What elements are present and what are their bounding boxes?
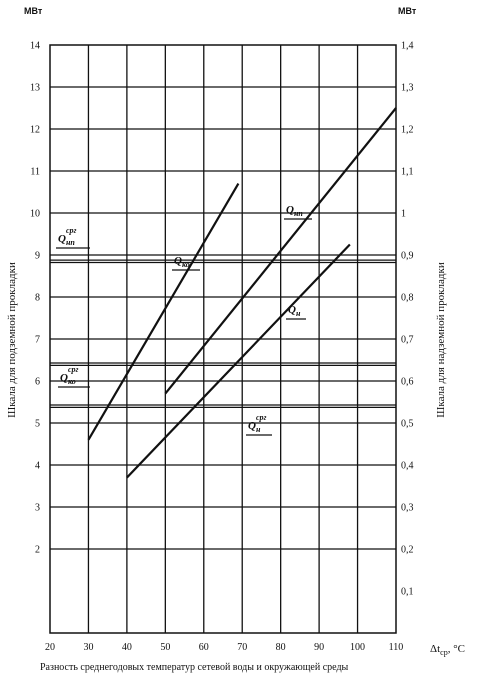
right-tick-label: 0,8 — [401, 293, 414, 304]
x-tick-label: 110 — [389, 642, 404, 653]
x-axis-symbol: Δtср, °С — [430, 643, 465, 657]
annotation-series-np-text: Qнп — [286, 204, 303, 218]
annotation-series-ko-text: Qко — [174, 255, 190, 269]
annotation-ref-ko-text: Qко — [60, 372, 76, 386]
annotation-series-np-letter: Q — [286, 204, 294, 216]
right-tick-label: 0,4 — [401, 461, 414, 472]
right-axis-unit: МВт — [398, 6, 417, 16]
left-tick-label: 7 — [35, 335, 40, 346]
right-tick-label: 0,9 — [401, 251, 414, 262]
right-tick-label: 0,2 — [401, 545, 414, 556]
left-tick-label: 5 — [35, 419, 40, 430]
right-tick-label: 1 — [401, 209, 406, 220]
x-axis-symbol-unit: , °С — [448, 643, 465, 655]
left-axis-label: Шкала для подземной прокладки — [6, 262, 18, 418]
annotation-ref-n-sub: н — [256, 425, 261, 434]
annotation-series-n-letter: Q — [288, 304, 296, 316]
annotation-series-ko: Qко — [172, 255, 200, 271]
x-tick-label: 70 — [237, 642, 247, 653]
annotation-ref-n-text: Qн — [248, 420, 261, 434]
left-tick-label: 9 — [35, 251, 40, 262]
right-tick-label: 0,3 — [401, 503, 414, 514]
x-tick-label: 60 — [199, 642, 209, 653]
annotation-ref-ko-sup: срг — [68, 365, 79, 374]
right-tick-label: 0,6 — [401, 377, 414, 388]
series-lines — [87, 107, 397, 479]
left-tick-label: 6 — [35, 377, 40, 388]
x-tick-label: 90 — [314, 642, 324, 653]
x-axis-symbol-main: Δt — [430, 643, 440, 655]
x-tick-label: 20 — [45, 642, 55, 653]
left-tick-label: 8 — [35, 293, 40, 304]
left-tick-label: 11 — [30, 167, 40, 178]
left-tick-label: 3 — [35, 503, 40, 514]
annotation-series-ko-letter: Q — [174, 255, 182, 267]
right-tick-label: 1,1 — [401, 167, 414, 178]
annotation-series-n: Qн — [286, 304, 306, 320]
right-axis-ticks: 0,1 0,2 0,3 0,4 0,5 0,6 0,7 0,8 0,9 1 1,1 1,2 1,3 1,4 — [401, 41, 414, 598]
annotation-ref-n-letter: Q — [248, 420, 256, 432]
x-tick-label: 40 — [122, 642, 132, 653]
left-tick-label: 14 — [30, 41, 40, 52]
left-tick-label: 4 — [35, 461, 40, 472]
annotation-series-np: Qнп — [284, 204, 312, 220]
right-tick-label: 0,1 — [401, 587, 414, 598]
annotation-ref-ko-sub: ко — [68, 377, 76, 386]
left-axis-ticks: 2 3 4 5 6 7 8 9 10 11 12 13 14 — [30, 41, 40, 556]
annotation-series-ko-sub: ко — [182, 260, 190, 269]
annotation-series-n-text: Qн — [288, 304, 301, 318]
series-line-ко — [87, 183, 240, 441]
right-axis-label: Шкала для надземной прокладки — [435, 262, 447, 418]
left-tick-label: 13 — [30, 83, 40, 94]
annotation-ref-np-sup: срг — [66, 226, 77, 235]
left-tick-label: 12 — [30, 125, 40, 136]
left-tick-label: 2 — [35, 545, 40, 556]
annotation-series-n-sub: н — [296, 309, 301, 318]
right-tick-label: 0,5 — [401, 419, 414, 430]
right-tick-label: 0,7 — [401, 335, 414, 346]
series-line-н — [126, 243, 351, 479]
x-tick-label: 30 — [83, 642, 93, 653]
right-tick-label: 1,4 — [401, 41, 414, 52]
x-tick-label: 80 — [276, 642, 286, 653]
left-axis-unit: МВт — [24, 6, 43, 16]
annotation-ref-n-sup: срг — [256, 413, 267, 422]
annotation-ref-np-sub: нп — [66, 238, 75, 247]
x-axis-label: Разность среднегодовых температур сетево… — [40, 662, 349, 673]
annotation-series-np-sub: нп — [294, 209, 303, 218]
annotation-ref-np-text: Qнп — [58, 233, 75, 247]
gridlines — [50, 45, 396, 633]
annotation-ref-np-letter: Q — [58, 233, 66, 245]
series-line-нп — [164, 107, 397, 395]
x-axis-symbol-sub: ср — [440, 648, 448, 657]
right-tick-label: 1,3 — [401, 83, 414, 94]
x-axis-ticks: 20 30 40 50 60 70 80 90 100 110 — [45, 642, 403, 653]
x-tick-label: 50 — [160, 642, 170, 653]
left-tick-label: 10 — [30, 209, 40, 220]
annotation-ref-ko-letter: Q — [60, 372, 68, 384]
x-tick-label: 100 — [350, 642, 365, 653]
right-tick-label: 1,2 — [401, 125, 414, 136]
